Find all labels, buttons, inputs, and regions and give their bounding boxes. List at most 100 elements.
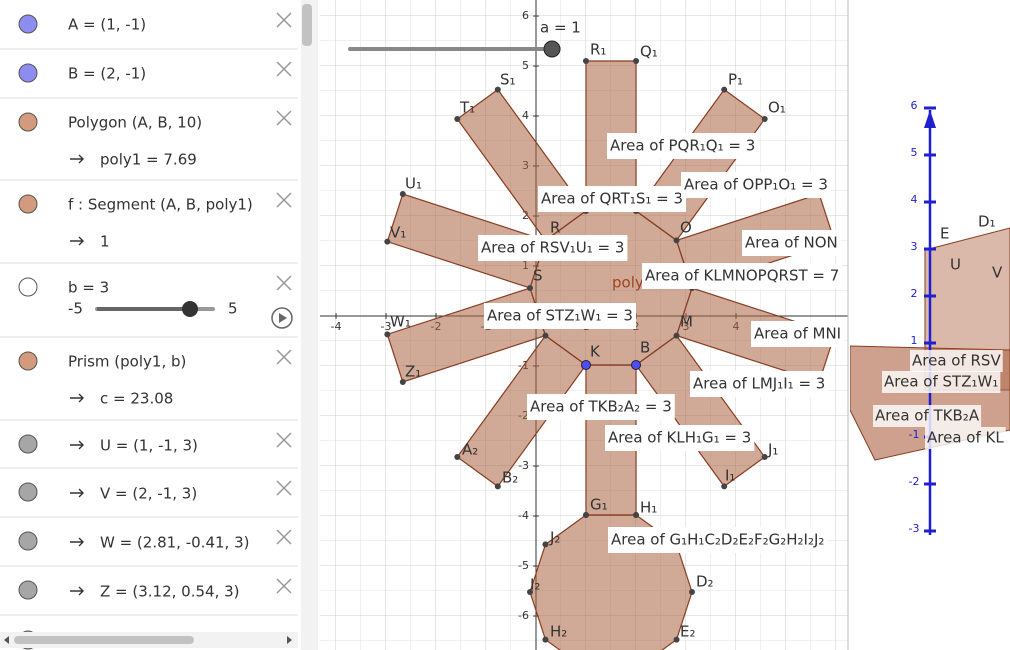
point[interactable] [454,116,461,123]
point[interactable] [384,331,391,338]
area-label-box [742,230,841,256]
value: U = (1, -1, 3) [100,437,198,455]
point-label: R [550,219,560,237]
delete-button[interactable] [276,12,292,28]
point[interactable] [399,378,406,385]
y-tick-label: -4 [518,509,529,522]
visibility-toggle[interactable] [18,63,38,83]
visibility-toggle[interactable] [18,531,38,551]
point[interactable] [527,285,533,291]
slider-min: -5 [68,300,83,318]
delete-button[interactable] [276,61,292,77]
y-tick-label: -6 [518,609,529,622]
z-axis-arrow [924,110,936,128]
free-point[interactable] [631,360,641,370]
point[interactable] [761,116,768,123]
point-label: U₁ [405,175,422,193]
arrow-icon [70,236,84,246]
point[interactable] [454,453,461,460]
point[interactable] [542,541,549,548]
point[interactable] [582,511,589,518]
definition: Prism (poly1, b) [68,353,186,371]
visibility-toggle[interactable] [18,277,38,297]
point[interactable] [494,86,501,93]
delete-button[interactable] [276,192,292,208]
free-point[interactable] [581,360,591,370]
point[interactable] [721,86,728,93]
delete-button[interactable] [276,578,292,594]
arrow-icon [70,586,84,596]
point[interactable] [384,238,391,245]
area-label: Area of QRT₁S₁ = 3 [541,190,683,208]
area-label-box [925,427,1006,449]
point[interactable] [399,191,406,198]
z-tick-label: 3 [911,240,918,253]
area-label: Area of TKB₂A₂ = 3 [530,398,672,416]
point-label: A₂ [462,441,478,459]
point[interactable] [542,332,549,339]
scroll-thumb[interactable] [14,636,194,644]
visibility-toggle[interactable] [18,482,38,502]
point[interactable] [673,237,680,244]
point-label: E [940,225,949,243]
point-label: D₁ [978,213,996,231]
y-tick-label: 4 [522,109,529,122]
delete-button[interactable] [276,529,292,545]
point[interactable] [582,57,589,64]
y-tick-label: -3 [518,459,529,472]
slider-knob[interactable] [182,301,198,317]
slider-knob[interactable] [543,40,561,58]
visibility-toggle[interactable] [18,194,38,214]
point[interactable] [494,483,501,490]
area-label: Area of STZ₁W₁ [884,373,998,391]
value: W = (2.81, -0.41, 3) [100,534,249,552]
point-label: H₁ [640,499,657,517]
delete-button[interactable] [276,432,292,448]
point[interactable] [761,453,768,460]
point[interactable] [721,483,728,490]
point[interactable] [673,332,680,339]
point-label: G₁ [590,496,608,514]
x-tick-label: -4 [331,320,342,333]
area-label: Area of STZ₁W₁ = 3 [487,307,633,325]
visibility-toggle[interactable] [18,434,38,454]
point-label: E₂ [680,623,696,641]
point[interactable] [527,589,533,595]
area-label: Area of KLH₁G₁ = 3 [608,429,751,447]
point-label: S₁ [500,71,516,89]
delete-button[interactable] [276,110,292,126]
area-label: Area of KL [927,429,1004,447]
point-label: H₂ [550,623,567,641]
z-tick-label: -2 [909,475,920,488]
area-label: Area of RSV [912,352,1001,370]
point-label: P₁ [728,71,743,89]
z-tick-label: -3 [909,522,920,535]
point[interactable] [633,511,640,518]
point[interactable] [673,636,680,643]
algebra-panel [0,0,298,650]
area-label-box [690,371,829,397]
slider-max: 5 [228,300,238,318]
area-label-box [681,172,831,198]
definition: f : Segment (A, B, poly1) [68,196,253,214]
value: poly1 = 7.69 [100,151,197,169]
delete-button[interactable] [276,275,292,291]
visibility-toggle[interactable] [18,14,38,34]
point[interactable] [542,636,549,643]
visibility-toggle[interactable] [18,580,38,600]
point-label: I₁ [725,467,735,485]
arrow-icon [70,154,84,164]
visibility-toggle[interactable] [18,351,38,371]
scroll-thumb[interactable] [302,4,312,46]
visibility-toggle[interactable] [18,112,38,132]
delete-button[interactable] [276,480,292,496]
area-label-box [873,405,982,427]
delete-button[interactable] [276,349,292,365]
area-label-box [608,527,828,553]
z-tick-label: 4 [911,193,918,206]
point[interactable] [689,589,695,595]
vertical-scrollbar[interactable] [301,0,318,650]
point[interactable] [633,57,640,64]
definition: B = (2, -1) [68,65,146,83]
